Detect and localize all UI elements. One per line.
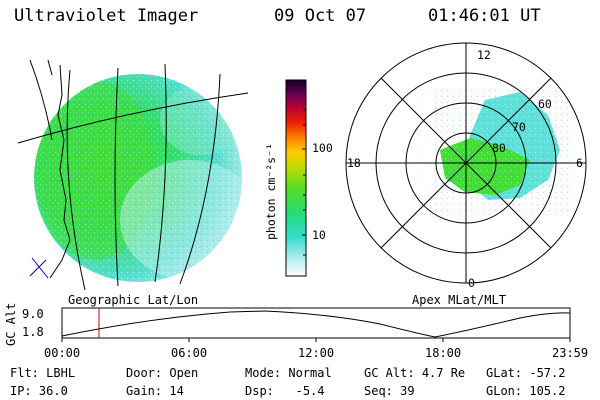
gcalt-label: GC Alt: xyxy=(364,366,415,380)
altitude-xtick-0: 00:00 xyxy=(44,346,81,360)
glon-field: GLon: 105.2 xyxy=(486,384,565,398)
seq-label: Seq: xyxy=(364,384,393,398)
geographic-graticule xyxy=(17,59,249,291)
gain-field: Gain: 14 xyxy=(126,384,184,398)
gcalt-value: 4.7 Re xyxy=(421,366,466,380)
altitude-xtick-4: 23:59 xyxy=(552,346,589,360)
seq-value: 39 xyxy=(400,384,415,398)
glat-value: -57.2 xyxy=(529,366,566,380)
filter-field: Flt: LBHL xyxy=(10,366,75,380)
altitude-ylabel: GC Alt xyxy=(4,302,18,346)
instrument-title: Ultraviolet Imager xyxy=(14,6,199,26)
filter-value: LBHL xyxy=(46,366,76,380)
ip-label: IP: xyxy=(10,384,32,398)
lat-label-70: 70 xyxy=(512,120,526,134)
filter-label: Flt: xyxy=(10,366,39,380)
glon-value: 105.2 xyxy=(529,384,566,398)
polar-label: Apex MLat/MLT xyxy=(412,293,506,307)
door-label: Door: xyxy=(126,366,163,380)
geographic-disk xyxy=(17,59,249,291)
mlt-label-12: 12 xyxy=(477,48,491,62)
altitude-ytick-9: 9.0 xyxy=(22,307,44,321)
colorbar-tick-10: 10 xyxy=(312,228,326,242)
colorbar xyxy=(285,79,307,277)
dsp-value: -5.4 xyxy=(295,384,325,398)
lat-label-80: 80 xyxy=(492,141,506,155)
lat-label-60: 60 xyxy=(538,97,552,111)
mlt-label-18: 18 xyxy=(347,156,361,170)
door-value: Open xyxy=(169,366,199,380)
altitude-xtick-3: 18:00 xyxy=(425,346,462,360)
altitude-xtick-2: 12:00 xyxy=(298,346,335,360)
geographic-label: Geographic Lat/Lon xyxy=(68,293,199,307)
blue-marker xyxy=(29,257,49,279)
glat-field: GLat: -57.2 xyxy=(486,366,565,380)
colorbar-unit-label: photon cm⁻²s⁻¹ xyxy=(264,143,278,240)
ip-value: 36.0 xyxy=(38,384,68,398)
gain-value: 14 xyxy=(169,384,184,398)
mlt-label-0: 0 xyxy=(468,276,475,290)
altitude-strip xyxy=(61,307,571,342)
ip-field: IP: 36.0 xyxy=(10,384,68,398)
mlt-label-6: 6 xyxy=(576,156,583,170)
door-field: Door: Open xyxy=(126,366,198,380)
polar-panel xyxy=(345,42,587,284)
gcalt-field: GC Alt: 4.7 Re xyxy=(364,366,465,380)
date-label: 09 Oct 07 xyxy=(274,6,367,26)
colorbar-tick-100: 100 xyxy=(312,141,333,155)
altitude-ytick-1-8: 1.8 xyxy=(22,325,44,339)
time-label: 01:46:01 UT xyxy=(428,6,541,26)
glon-label: GLon: xyxy=(486,384,523,398)
dsp-field: Dsp: -5.4 xyxy=(245,384,325,398)
mode-value: Normal xyxy=(288,366,332,380)
mode-label: Mode: xyxy=(245,366,282,380)
glat-label: GLat: xyxy=(486,366,523,380)
altitude-xtick-1: 06:00 xyxy=(171,346,208,360)
dsp-label: Dsp: xyxy=(245,384,274,398)
seq-field: Seq: 39 xyxy=(364,384,415,398)
mode-field: Mode: Normal xyxy=(245,366,332,380)
gain-label: Gain: xyxy=(126,384,163,398)
